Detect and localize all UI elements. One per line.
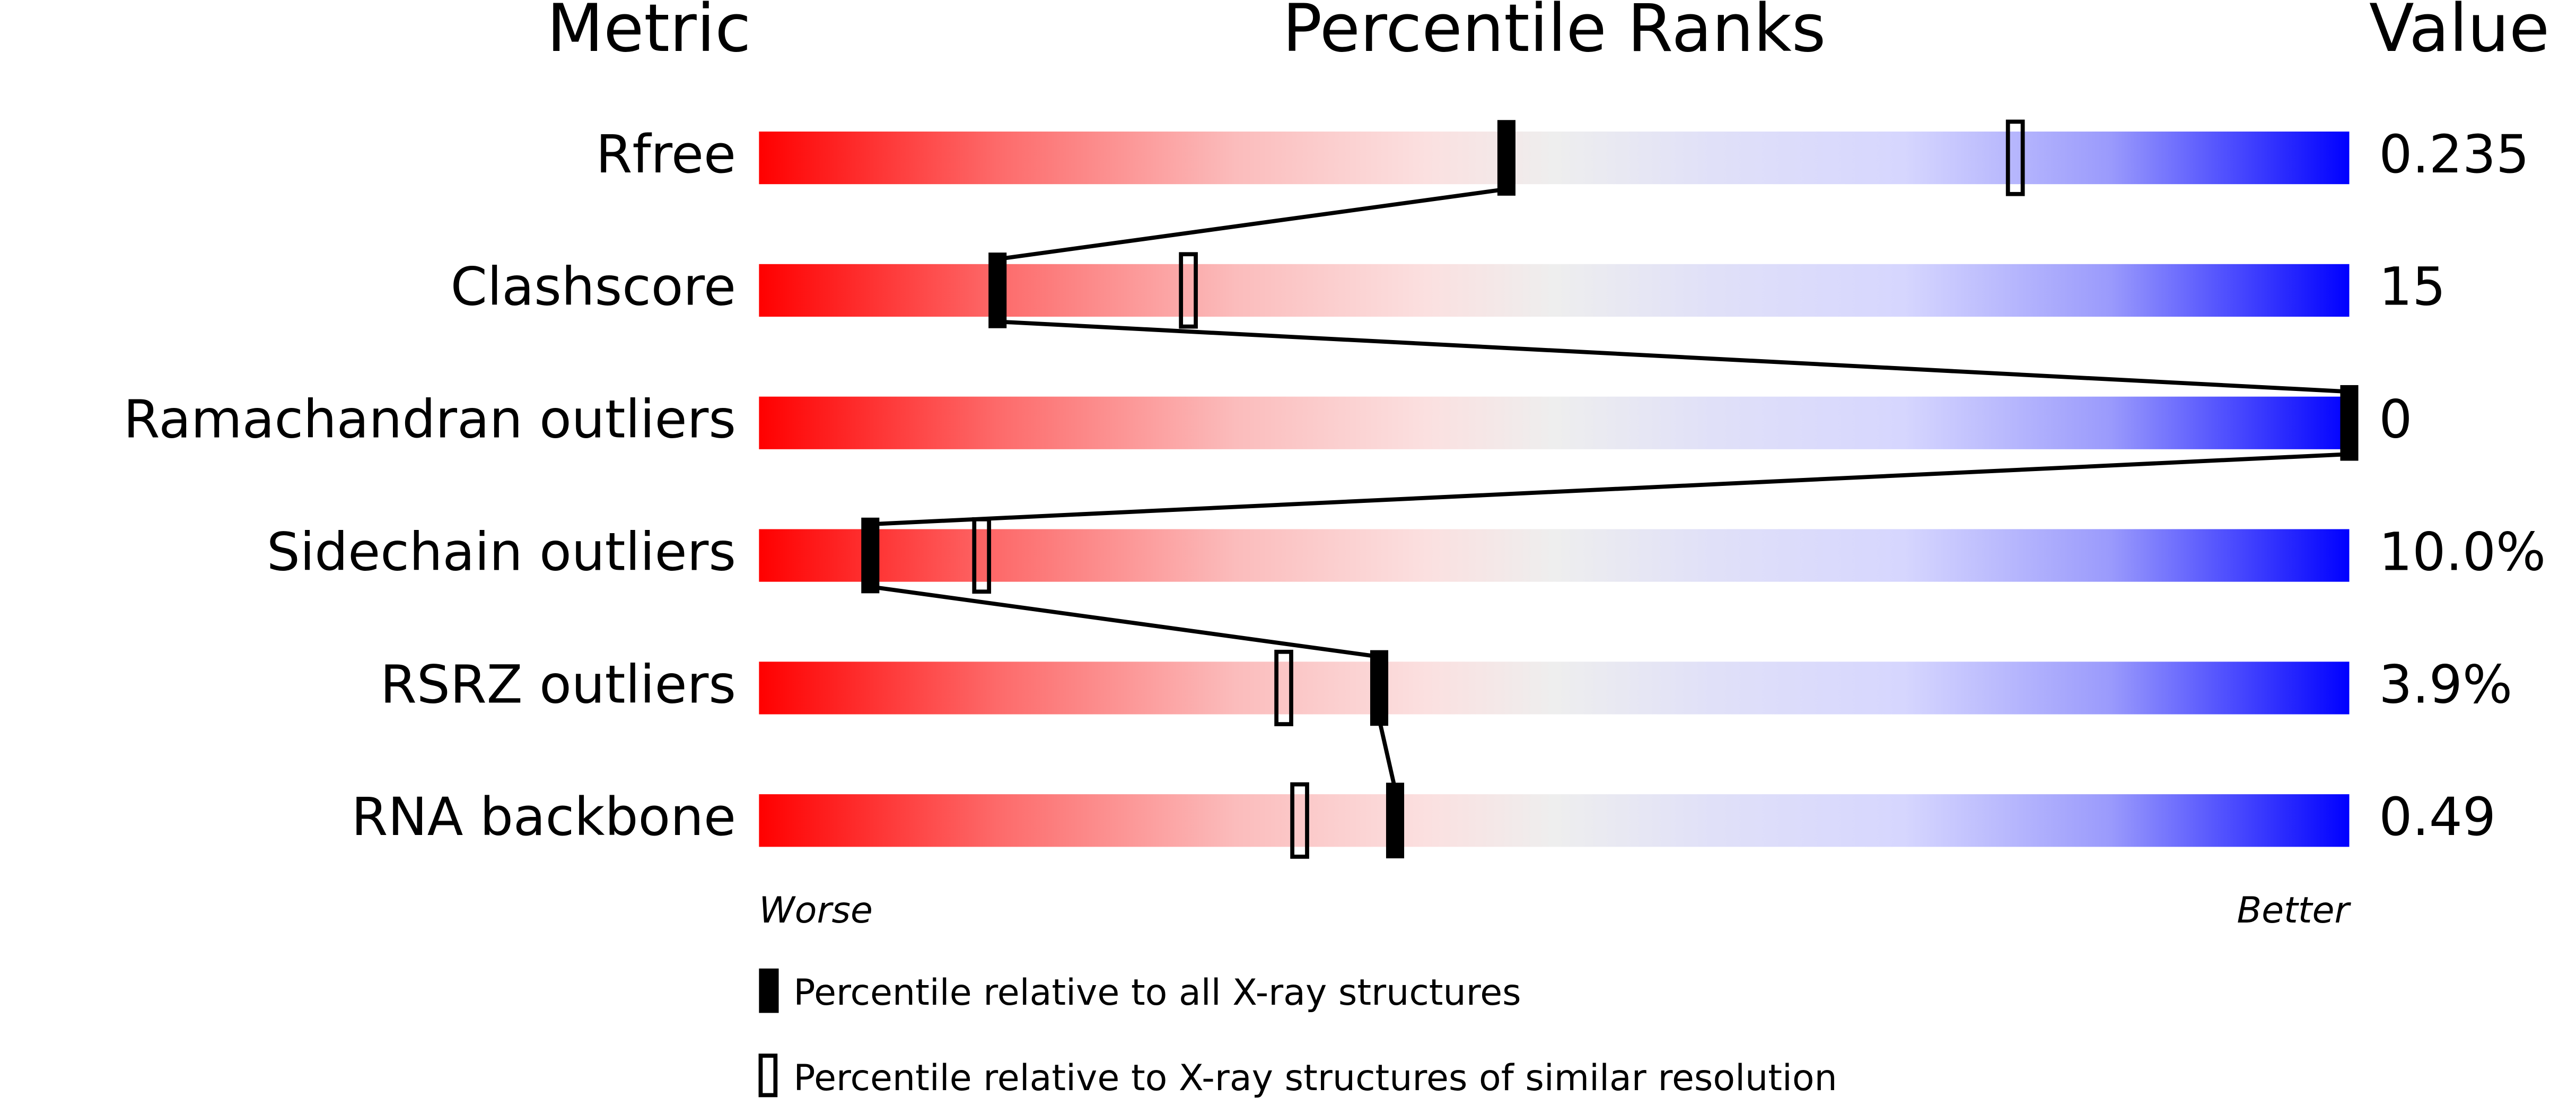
gradient-bar	[759, 794, 2350, 847]
metric-label: RSRZ outliers	[380, 654, 736, 715]
metric-value: 3.9%	[2379, 654, 2512, 715]
legend-swatch-open	[758, 1054, 778, 1098]
worse-label: Worse	[759, 890, 873, 932]
better-label: Better	[2237, 890, 2351, 932]
similar-resolution-marker	[1274, 649, 1293, 726]
metric-value: 15	[2379, 257, 2446, 318]
metric-value: 0	[2379, 389, 2412, 450]
legend-label: Percentile relative to all X-ray structu…	[793, 972, 1521, 1014]
metric-label: RNA backbone	[352, 787, 736, 848]
similar-resolution-marker	[1179, 252, 1198, 329]
metric-label: Clashscore	[451, 257, 736, 318]
connector-line	[870, 452, 2350, 527]
metric-header: Metric	[547, 0, 751, 67]
similar-resolution-marker	[2005, 119, 2025, 196]
metric-label: Ramachandran outliers	[124, 389, 736, 450]
gradient-bar	[759, 264, 2350, 317]
metric-label: Sidechain outliers	[267, 521, 736, 582]
all-structures-marker	[1386, 782, 1405, 859]
all-structures-marker	[1370, 650, 1389, 726]
all-structures-marker	[988, 253, 1007, 328]
similar-resolution-marker	[972, 517, 992, 594]
metric-value: 0.235	[2379, 124, 2529, 185]
connector-line	[997, 187, 1507, 262]
metric-label: Rfree	[596, 124, 736, 185]
all-structures-marker	[1497, 120, 1515, 196]
gradient-bar	[759, 662, 2350, 715]
all-structures-marker	[861, 517, 880, 594]
all-structures-marker	[2340, 385, 2359, 461]
gradient-bar	[759, 396, 2350, 449]
connector-line	[870, 585, 1380, 659]
value-header: Value	[2369, 0, 2549, 67]
metric-value: 0.49	[2379, 787, 2496, 848]
metric-value: 10.0%	[2379, 521, 2546, 582]
connector-line	[997, 319, 2350, 394]
chart-title: Percentile Ranks	[1282, 0, 1826, 67]
connector-line	[1377, 718, 1397, 790]
gradient-bar	[759, 529, 2350, 582]
gradient-bar	[759, 131, 2350, 185]
similar-resolution-marker	[1290, 782, 1309, 859]
legend-label: Percentile relative to X-ray structures …	[793, 1057, 1837, 1099]
legend-swatch-filled	[759, 968, 779, 1013]
